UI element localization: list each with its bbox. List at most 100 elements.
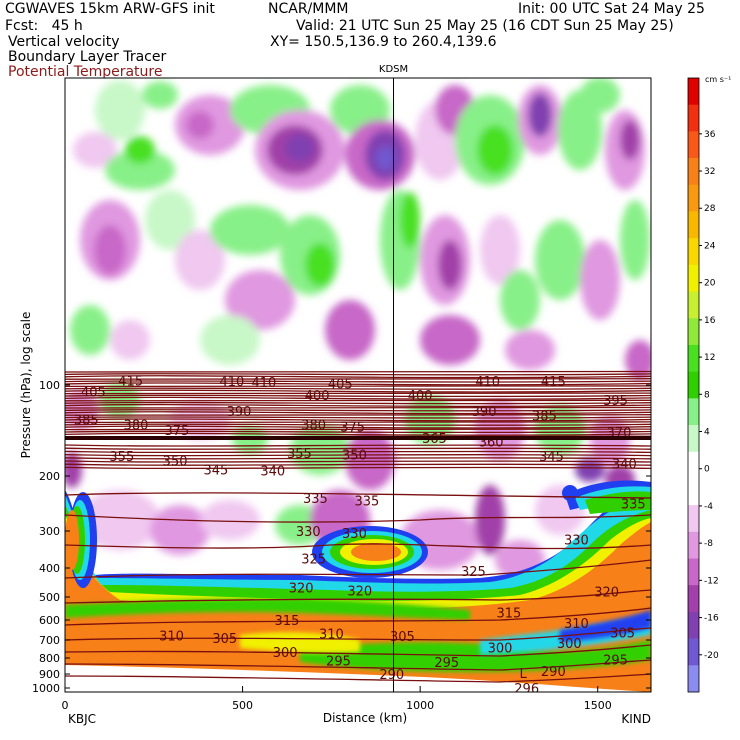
theta-contour-upper-17 (65, 411, 651, 415)
theta-label-12: 385 (74, 413, 99, 428)
theta-label-34: 330 (564, 533, 589, 548)
valid-time: Valid: 21 UTC Sun 25 May 25 (16 CDT Sun … (296, 18, 674, 34)
y-tick-label-1: 200 (39, 470, 60, 483)
theta-label-7: 400 (305, 389, 330, 404)
tracer-left-blob-orange (65, 510, 79, 570)
theta-contour-upper-21 (65, 421, 651, 424)
theta-contour-upper-0 (65, 370, 651, 373)
theta-contour-mid-4 (65, 457, 651, 460)
theta-contour-lower-2 (65, 543, 651, 550)
theta-contour-mid-0 (65, 444, 651, 447)
theta-contour-upper-10 (65, 394, 651, 398)
theta-label-8: 400 (408, 389, 433, 404)
theta-contour-upper-25 (65, 430, 651, 434)
theta-label-2: 415 (541, 375, 566, 390)
theta-contour-lower-9 (65, 673, 651, 683)
theta-contour-upper-18 (65, 414, 651, 417)
theta-contour-upper-1 (65, 373, 651, 376)
theta-label-3: 410 (475, 375, 500, 390)
theta-label-6: 410 (251, 376, 276, 391)
x-tick-label-1: 500 (232, 699, 253, 712)
theta-contour-upper-13 (65, 401, 651, 405)
theta-contour-lower-8 (65, 659, 651, 671)
theta-contour-mid-7 (65, 466, 651, 470)
theta-contour-upper-15 (65, 406, 651, 409)
theta-label-4: 405 (81, 385, 106, 400)
colorbar-swatch-0 (688, 78, 699, 105)
station-marker-label: KDSM (379, 64, 408, 75)
theta-label-13: 385 (532, 409, 557, 424)
theta-contour-upper-12 (65, 399, 651, 402)
theta-label-45: 305 (212, 632, 237, 647)
theta-contour-mid-2 (65, 450, 651, 454)
theta-contour-mid-6 (65, 463, 651, 466)
model-title: CGWAVES 15km ARW-GFS init (5, 1, 215, 17)
x-axis-label: Distance (km) (323, 711, 407, 725)
theta-label-35: 325 (301, 553, 326, 568)
theta-label-29: 335 (303, 492, 328, 507)
theta-label-55: 290 (541, 665, 566, 680)
y-axis-label: Pressure (hPa), log scale (19, 312, 33, 459)
colorbar-label-9: 0 (704, 465, 710, 475)
colorbar-label-6: 12 (704, 353, 715, 363)
ground-white (65, 665, 651, 692)
colorbar-label-1: 32 (704, 167, 715, 177)
colorbar-swatch-15 (688, 478, 699, 506)
theta-contour-upper-9 (65, 392, 651, 395)
y-tick-label-4: 500 (39, 591, 60, 604)
y-tick-label-7: 800 (39, 652, 60, 665)
theta-label-39: 320 (594, 586, 619, 601)
theta-contour-lower-6 (65, 627, 651, 641)
colorbar-swatch-22 (688, 665, 699, 693)
theta-label-43: 310 (159, 629, 184, 644)
theta-label-10: 390 (227, 405, 252, 420)
theta-label-0: 415 (118, 374, 143, 389)
theta-label-48: 300 (273, 646, 298, 661)
theta-label-54: 290 (379, 668, 404, 683)
theta-label-31: 335 (621, 498, 646, 513)
theta-label-32: 330 (296, 525, 321, 540)
theta-label-46: 305 (390, 630, 415, 645)
field-vertical-velocity: Vertical velocity (8, 34, 120, 50)
colorbar-swatch-19 (688, 585, 699, 613)
theta-label-14: 380 (124, 418, 149, 433)
colorbar-label-4: 20 (704, 279, 716, 289)
theta-label-37: 320 (289, 582, 314, 597)
theta-label-44: 310 (319, 627, 344, 642)
theta-label-26: 345 (204, 463, 229, 478)
theta-label-25: 345 (539, 450, 564, 465)
colorbar-label-12: -12 (704, 576, 719, 586)
theta-contour-upper-23 (65, 425, 651, 429)
y-tick-label-3: 400 (39, 562, 60, 575)
y-tick-label-6: 700 (39, 634, 60, 647)
colorbar-label-14: -20 (704, 651, 719, 661)
theta-label-23: 350 (163, 455, 188, 470)
colorbar-swatch-16 (688, 505, 699, 533)
theta-label-1: 410 (220, 375, 245, 390)
colorbar-swatch-11 (688, 371, 699, 399)
y-tick-label-8: 900 (39, 668, 60, 681)
theta-label-49: 300 (488, 641, 513, 656)
boundary-layer-tracer (65, 480, 651, 692)
theta-label-41: 315 (497, 606, 522, 621)
x-tick-label-0: 0 (62, 699, 69, 712)
colorbar-swatch-1 (688, 104, 699, 132)
theta-contour-lower-5 (65, 607, 651, 626)
low-label-0: L (520, 667, 528, 682)
theta-label-9: 395 (603, 394, 628, 409)
theta-contour-upper-24 (65, 428, 651, 431)
theta-contour-lower-7 (65, 644, 651, 657)
tracer-green-band (65, 598, 470, 620)
colorbar-swatch-4 (688, 184, 699, 212)
theta-label-56: 296 (514, 682, 539, 697)
theta-label-16: 375 (164, 424, 189, 439)
theta-label-42: 310 (564, 617, 589, 632)
theta-label-33: 330 (342, 527, 367, 542)
colorbar-label-8: 4 (704, 428, 710, 438)
colorbar-swatch-13 (688, 425, 699, 453)
theta-label-36: 325 (461, 565, 486, 580)
colorbar-label-5: 16 (704, 316, 716, 326)
organization: NCAR/MMM (268, 1, 349, 17)
y-tick-label-5: 600 (39, 614, 60, 627)
